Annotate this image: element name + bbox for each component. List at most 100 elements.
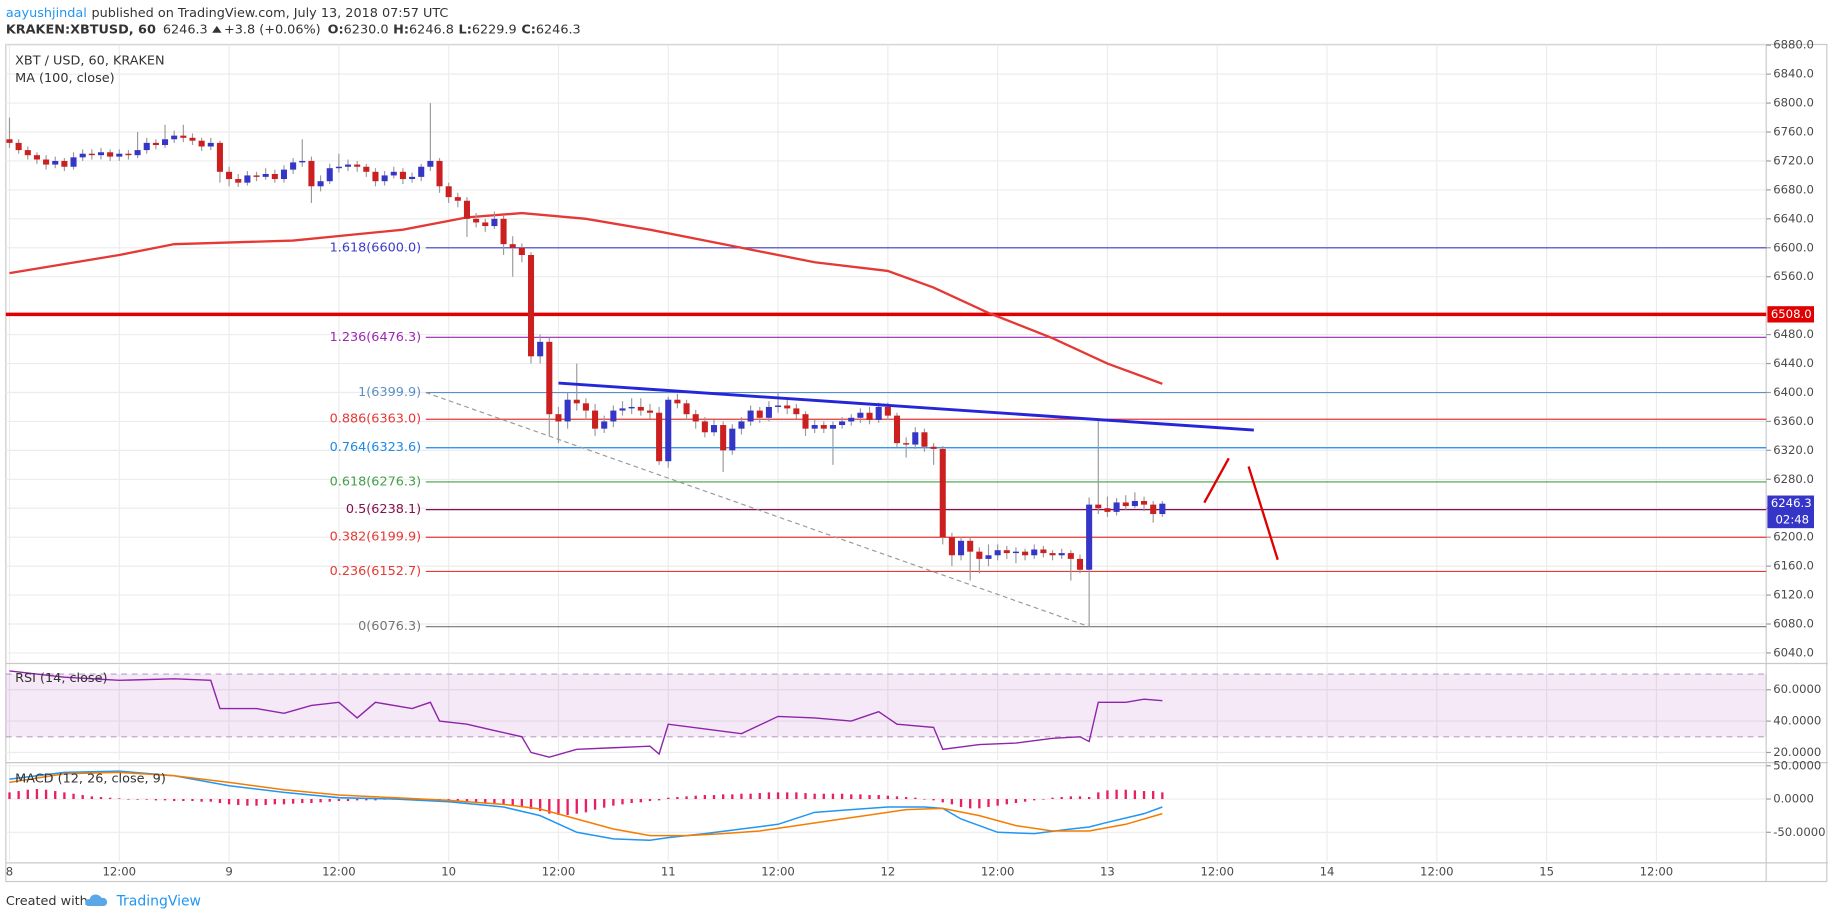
macd-histogram-bar (712, 795, 716, 800)
footer-brand[interactable]: TradingView (116, 893, 201, 909)
last-price-tag (1767, 495, 1815, 529)
macd-histogram-bar (374, 799, 377, 801)
macd-histogram-bar (108, 797, 112, 800)
macd-histogram-bar (26, 789, 29, 800)
y-tick-label: 6720.0 (1773, 153, 1814, 167)
macd-histogram-bar (502, 799, 505, 806)
ohlc-value: 6246.8 (409, 22, 454, 37)
macd-histogram-bar (255, 799, 258, 806)
ma-line (9, 211, 1163, 385)
candle-body (88, 153, 95, 156)
x-tick-label: 13 (1100, 865, 1115, 879)
macd-histogram-bar (740, 793, 743, 800)
x-tick-label: 12:00 (1640, 865, 1674, 879)
candle-body (299, 160, 306, 163)
fib-label: 1.236(6476.3) (330, 330, 422, 345)
candle-body (1131, 501, 1138, 507)
y-tick-label: 0.0000 (1773, 792, 1814, 806)
candle-body (555, 414, 562, 422)
macd-histogram-bar (484, 799, 487, 804)
macd-histogram-bar (941, 799, 944, 803)
candle-body (418, 166, 425, 177)
macd-histogram-bar (200, 799, 203, 802)
macd-histogram-bar (850, 794, 853, 800)
candle-body (775, 405, 782, 407)
fib-label: 0.382(6199.9) (330, 530, 422, 545)
macd-histogram-bar (81, 795, 84, 800)
candle-body (729, 428, 736, 451)
macd-histogram-bar (44, 789, 48, 800)
candle-body (15, 142, 22, 151)
rsi-band (5, 674, 1767, 737)
y-tick-label: 6600.0 (1773, 240, 1814, 254)
macd-histogram-bar (886, 795, 890, 800)
macd-histogram-bar (822, 793, 825, 800)
macd-histogram-bar (337, 799, 341, 802)
macd-histogram-bar (72, 793, 75, 800)
macd-histogram-bar (54, 791, 57, 800)
fib-label: 0.5(6238.1) (346, 502, 421, 517)
fib-label: 0.764(6323.6) (330, 440, 422, 455)
annotation-stroke (1203, 457, 1230, 504)
candle-body (235, 179, 242, 183)
macd-histogram-bar (246, 799, 249, 806)
annotation-stroke (1247, 466, 1279, 561)
candle-body (720, 425, 727, 451)
macd-histogram-bar (630, 799, 633, 804)
y-tick-label: 50.0000 (1773, 758, 1821, 772)
y-tick-label: 40.0000 (1773, 714, 1821, 728)
rsi-title: RSI (14, close) (15, 671, 107, 686)
candle-body (262, 173, 269, 177)
macd-histogram-bar (474, 799, 478, 804)
candle-body (454, 197, 461, 201)
x-tick-label: 12:00 (103, 865, 137, 879)
candle-body (958, 540, 965, 556)
candle-body (189, 137, 196, 141)
macd-histogram-bar (319, 799, 322, 803)
y-tick-label: 6400.0 (1773, 385, 1814, 399)
macd-histogram-bar (731, 794, 734, 800)
candle-body (436, 160, 443, 187)
candle-body (116, 153, 123, 157)
author[interactable]: aayushjindal (6, 5, 87, 20)
macd-histogram-bar (1060, 797, 1063, 800)
rsi-line (9, 670, 1163, 758)
candle-body (253, 175, 260, 177)
macd-histogram-bar (621, 799, 624, 805)
y-tick-label: 6160.0 (1773, 559, 1814, 573)
macd-histogram-bar (877, 795, 880, 800)
macd-histogram-bar (218, 799, 222, 804)
ohlc-value: 6229.9 (472, 22, 517, 37)
x-tick-label: 15 (1539, 865, 1554, 879)
ohlc-key: H: (393, 22, 409, 37)
y-tick-label: 6480.0 (1773, 327, 1814, 341)
macd-histogram-bar (1023, 799, 1027, 802)
candle-body (646, 410, 653, 413)
candle-body (1040, 549, 1047, 554)
x-tick-label: 12:00 (542, 865, 576, 879)
macd-histogram-bar (182, 799, 185, 802)
candle-body (43, 159, 50, 165)
logo-icon[interactable] (85, 894, 108, 907)
candle-body (445, 186, 452, 198)
ohlc-key: O: (328, 22, 344, 37)
macd-histogram-bar (1033, 799, 1036, 801)
candle-body (1104, 508, 1111, 512)
macd-histogram-bar (191, 799, 194, 802)
macd-histogram-bar (758, 793, 761, 800)
macd-histogram-bar (566, 799, 569, 815)
candle-body (820, 425, 827, 429)
macd-histogram-bar (657, 799, 661, 801)
candle-body (1095, 504, 1102, 509)
macd-histogram-bar (703, 795, 707, 800)
candle-body (79, 153, 86, 158)
candle-body (710, 425, 718, 433)
candle-body (509, 244, 516, 248)
macd-histogram-bar (721, 794, 725, 800)
macd-histogram-bar (767, 792, 771, 800)
fib-label: 1.618(6600.0) (330, 240, 422, 255)
fib-label: 0.236(6152.7) (330, 564, 422, 579)
candle-body (1086, 504, 1093, 570)
